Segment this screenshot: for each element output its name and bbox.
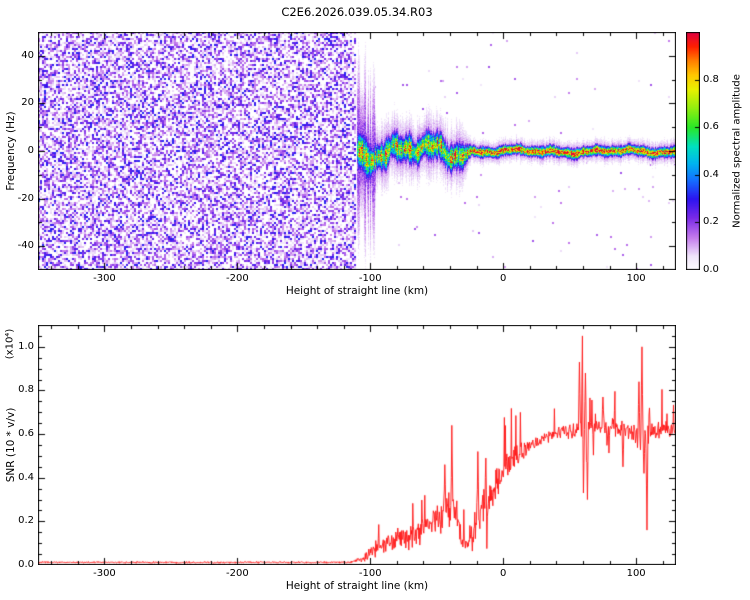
snr-plot	[38, 325, 676, 565]
colorbar-tick-label: 0.4	[703, 168, 719, 180]
snr-x-tick-label: -100	[358, 568, 382, 579]
spectrogram-x-tick-label: -300	[93, 273, 116, 284]
snr-x-axis-label: Height of straight line (km)	[285, 580, 429, 592]
snr-x-tick-label: -300	[93, 568, 116, 579]
spectrogram-y-tick-label: 20	[21, 97, 34, 109]
colorbar-tick-label: 0.8	[703, 73, 719, 85]
spectrogram-x-tick-label: 100	[626, 273, 646, 284]
spectrogram-x-tick-label: -100	[358, 273, 382, 284]
colorbar-tick-label: 0.6	[703, 121, 719, 133]
colorbar	[686, 32, 700, 270]
colorbar-tick-label: 0.2	[703, 216, 719, 228]
spectrogram-x-tick-label: -200	[226, 273, 249, 284]
snr-y-tick-label: 0.6	[18, 428, 34, 440]
spectrogram-y-tick-label: 0	[27, 145, 34, 156]
colorbar-label: Normalized spectral amplitude	[731, 74, 743, 228]
snr-x-tick-label: 100	[626, 568, 646, 579]
snr-y-tick-label: 0.0	[18, 559, 34, 570]
spectrogram-y-tick-label: -40	[17, 240, 34, 252]
spectrogram-y-tick-label: 40	[21, 49, 34, 61]
spectrogram-x-tick-label: 0	[500, 273, 507, 284]
spectrogram-y-tick-label: -20	[17, 192, 34, 204]
spectrogram-x-axis-label: Height of straight line (km)	[285, 285, 429, 297]
snr-y-tick-label: 0.4	[18, 471, 34, 483]
snr-x-tick-label: 0	[500, 568, 507, 579]
snr-y-tick-label: 0.2	[18, 515, 34, 527]
snr-x-tick-label: -200	[226, 568, 249, 579]
snr-y-tick-label: 1.0	[18, 340, 34, 352]
figure-title: C2E6.2026.039.05.34.R03	[281, 5, 433, 19]
snr-y-tick-label: 0.8	[18, 384, 34, 396]
colorbar-tick-label: 0.0	[703, 264, 719, 275]
spectrogram-plot	[38, 32, 676, 270]
